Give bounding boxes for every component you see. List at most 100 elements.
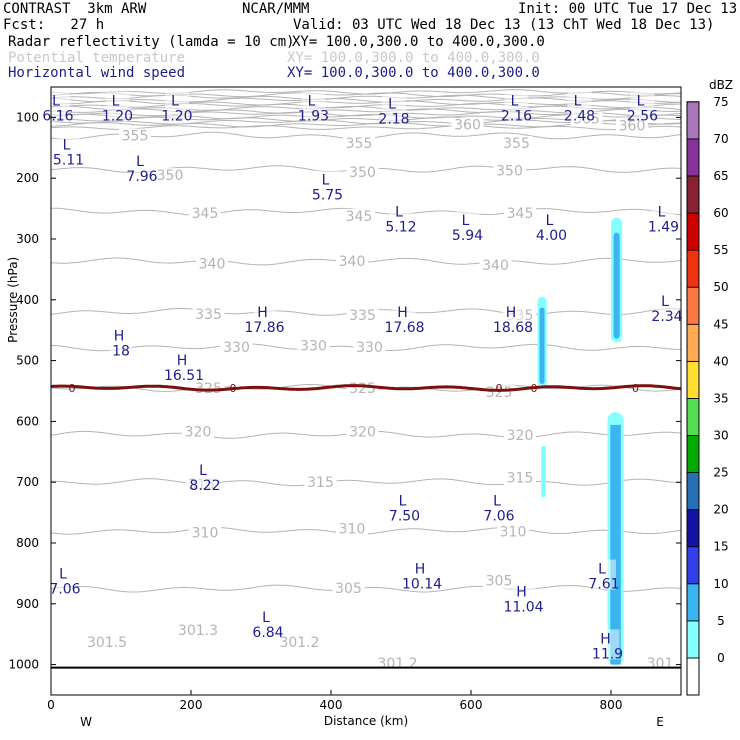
- theta-label-bg: [192, 380, 225, 396]
- wind-label-bg: [595, 629, 620, 660]
- theta-label-bg: [504, 427, 536, 443]
- theta-label-bg: [154, 168, 186, 184]
- freezing-level-label: 0: [632, 382, 639, 395]
- wind-extremum-type: L: [661, 294, 669, 310]
- wind-extremum-type: L: [112, 93, 120, 109]
- wind-extremum-value: 2.48: [564, 108, 595, 124]
- wind-extremum-type: L: [308, 93, 316, 109]
- theta-label-bg: [332, 580, 365, 596]
- wind-extremum-value: 17.68: [384, 320, 424, 336]
- wind-label-bg: [389, 202, 413, 233]
- theta-label-bg: [504, 205, 536, 221]
- y-tick-label: 700: [16, 475, 39, 489]
- wind-extremum-value: 1.20: [102, 108, 133, 124]
- x-axis-label: Distance (km): [324, 714, 408, 728]
- wind-extremum-type: L: [136, 154, 144, 170]
- theta-label-bg: [451, 117, 484, 133]
- x-tick-label: 600: [460, 698, 483, 712]
- theta-label-bg: [196, 256, 228, 272]
- theta-label: 301: [647, 656, 674, 672]
- theta-label: 340: [339, 254, 366, 270]
- wind-extremum-type: L: [637, 93, 645, 109]
- colorbar-swatch: [686, 583, 700, 622]
- wind-label-bg: [252, 302, 277, 333]
- wind-label-bg: [53, 564, 77, 595]
- wind-extrema: L6.16L1.20L1.20L1.93L2.18L2.16L2.48L2.56…: [42, 91, 683, 662]
- wind-label-bg: [392, 302, 417, 333]
- wind-extremum-value: 5.11: [53, 153, 84, 169]
- theta-label: 315: [507, 470, 534, 486]
- theta-label-bg: [119, 128, 151, 144]
- wind-extremum-type: L: [388, 96, 396, 112]
- wind-extremum-type: L: [399, 493, 407, 509]
- y-tick-label: 900: [16, 597, 39, 611]
- wind-extremum-type: H: [114, 329, 125, 345]
- wind-extremum-value: 2.34: [651, 309, 682, 325]
- colorbar-level: 50: [713, 280, 728, 294]
- theta-label: 360: [454, 118, 481, 134]
- theta-label: 305: [486, 574, 513, 590]
- wind-extremum-type: L: [395, 205, 403, 221]
- theta-label-bg: [346, 308, 379, 323]
- freezing-level-label: 0: [531, 382, 538, 395]
- wind-extremum-type: H: [516, 585, 527, 601]
- theta-label: 345: [507, 206, 534, 222]
- wind-extremum-value: 1.49: [648, 220, 679, 236]
- colorbar-level: 60: [713, 206, 728, 220]
- wind-label-bg: [487, 491, 511, 522]
- theta-label-bg: [182, 622, 214, 638]
- theta-label-bg: [343, 135, 375, 151]
- wind-extremum-value: 7.50: [389, 508, 420, 524]
- theta-label-bg: [483, 573, 515, 589]
- colorbar-swatch: [686, 620, 700, 659]
- wind-label-bg: [301, 91, 326, 122]
- wind-extremum-value: 7.61: [588, 577, 619, 593]
- x-tick-label: 200: [180, 698, 203, 712]
- wind-extremum-type: H: [415, 562, 426, 578]
- wind-extremum-value: 7.96: [126, 169, 157, 185]
- theta-label: 320: [185, 425, 212, 441]
- theta-label-bg: [192, 306, 225, 322]
- field-theta: Potential temperature: [8, 50, 186, 66]
- wind-label-bg: [193, 461, 217, 492]
- theta-label: 310: [339, 521, 366, 537]
- colorbar-level: 30: [713, 428, 728, 442]
- wind-extremum-value: 5.94: [452, 228, 483, 244]
- wind-extremum-type: L: [59, 566, 67, 582]
- wind-label-bg: [109, 326, 133, 357]
- colorbar-level: 35: [713, 391, 728, 405]
- wind-label-bg: [504, 91, 529, 122]
- freezing-level-label: 0: [230, 382, 237, 395]
- theta-label-bg: [189, 205, 221, 221]
- colorbar-level: 20: [713, 503, 728, 517]
- reflectivity-cells: [537, 217, 624, 665]
- colorbar-level: 5: [717, 614, 725, 628]
- wind-extremum-type: L: [658, 205, 666, 221]
- wind-extremum-type: L: [574, 93, 582, 109]
- colorbar-level: 75: [713, 95, 728, 109]
- wind-extremum-type: L: [598, 562, 606, 578]
- theta-label: 301.2: [279, 635, 319, 651]
- wind-label-bg: [501, 302, 525, 333]
- reflectivity-cell-core: [539, 307, 545, 385]
- theta-label-bg: [283, 635, 316, 651]
- theta-label-bg: [220, 340, 253, 356]
- theta-label: 345: [192, 206, 219, 222]
- theta-label: 350: [496, 163, 523, 179]
- wind-extremum-value: 6.84: [252, 625, 283, 641]
- wind-label-bg: [105, 91, 130, 122]
- wind-extremum-value: 18: [112, 344, 130, 360]
- colorbar-swatch: [686, 286, 700, 325]
- theta-label: 310: [192, 526, 219, 542]
- wind-label-bg: [511, 582, 536, 613]
- theta-label-bg: [343, 208, 375, 224]
- y-tick-label: 100: [16, 110, 39, 124]
- wind-extremum-type: L: [462, 213, 470, 229]
- theta-label: 315: [307, 475, 334, 491]
- theta-label-bg: [336, 521, 368, 537]
- wind-extremum-type: L: [199, 463, 207, 479]
- wind-extremum-value: 11.9: [592, 646, 623, 662]
- wind-label-bg: [172, 350, 196, 381]
- y-tick-label: 400: [16, 293, 39, 307]
- colorbar-level: 55: [713, 243, 728, 257]
